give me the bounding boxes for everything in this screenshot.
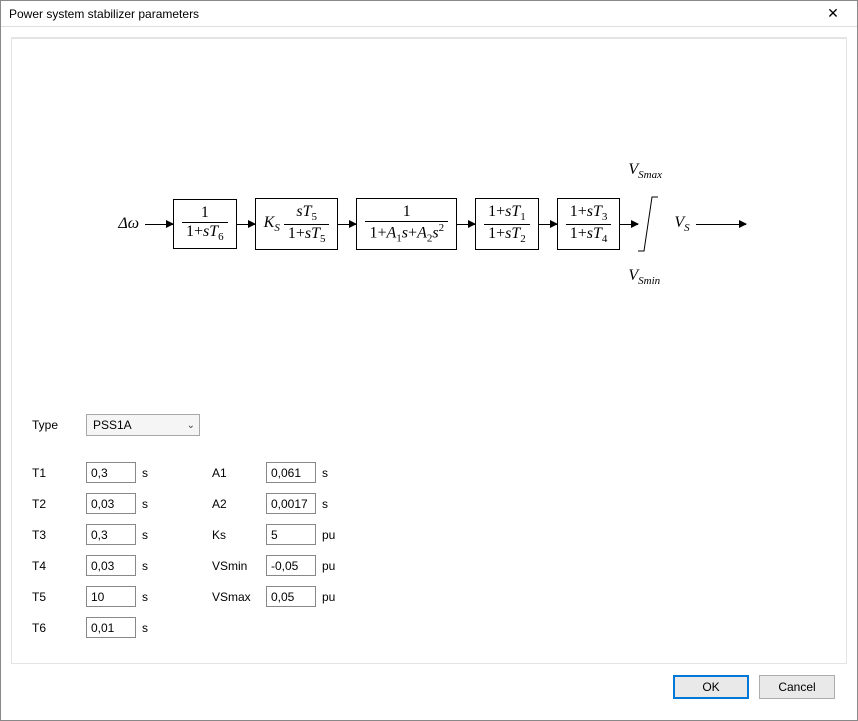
main-panel: Δω 1 1+sT6 KS sT5 1+sT5 [11, 37, 847, 664]
dialog-footer: OK Cancel [11, 664, 847, 710]
param-left-label: T4 [32, 559, 86, 573]
block-4-den: 1+sT2 [484, 224, 530, 245]
param-left-unit: s [142, 497, 162, 511]
param-left-input[interactable] [86, 617, 136, 638]
param-right-input[interactable] [266, 493, 316, 514]
limiter-bot-label: VSmin [628, 267, 660, 287]
cancel-button[interactable]: Cancel [759, 675, 835, 699]
cancel-button-label: Cancel [778, 680, 815, 694]
param-left-unit: s [142, 528, 162, 542]
close-icon: ✕ [827, 5, 839, 22]
param-right-label: A1 [212, 466, 266, 480]
block-1-num: 1 [182, 204, 228, 222]
block-3: 1 1+A1s+A2s2 [356, 198, 457, 250]
parameters-form: Type PSS1A ⌄ T1 s T2 s T3 s T4 s T5 s T6 s A1 s A2 s Ks… [32, 414, 342, 638]
param-left-unit: s [142, 466, 162, 480]
arrow-icon [539, 224, 557, 225]
param-left-input[interactable] [86, 524, 136, 545]
param-right-unit: pu [322, 559, 342, 573]
param-left-label: T5 [32, 590, 86, 604]
close-button[interactable]: ✕ [815, 4, 851, 24]
block-3-num: 1 [365, 203, 448, 221]
ok-button-label: OK [702, 680, 719, 694]
param-right-unit: s [322, 497, 342, 511]
diagram-input-label: Δω [112, 215, 145, 233]
dialog-window: Power system stabilizer parameters ✕ Δω … [0, 0, 858, 721]
param-left-row: T1 s [32, 462, 162, 483]
param-col-left: T1 s T2 s T3 s T4 s T5 s T6 s [32, 462, 162, 638]
arrow-icon [696, 224, 746, 225]
param-right-row: VSmax pu [212, 586, 342, 607]
param-right-input[interactable] [266, 586, 316, 607]
chevron-down-icon: ⌄ [187, 420, 195, 431]
block-2-num: sT5 [284, 203, 330, 223]
limiter-top-label: VSmax [628, 161, 662, 181]
param-left-unit: s [142, 590, 162, 604]
param-left-row: T5 s [32, 586, 162, 607]
diagram-output-label: VS [668, 214, 695, 234]
param-left-input[interactable] [86, 555, 136, 576]
block-4-num: 1+sT1 [484, 203, 530, 223]
param-right-row: Ks pu [212, 524, 342, 545]
block-1-den: 1+sT6 [182, 222, 228, 243]
param-right-row: A1 s [212, 462, 342, 483]
param-left-row: T6 s [32, 617, 162, 638]
block-4: 1+sT1 1+sT2 [475, 198, 539, 249]
param-right-row: VSmin pu [212, 555, 342, 576]
limiter-icon: VSmax VSmin [638, 189, 658, 259]
param-right-input[interactable] [266, 462, 316, 483]
arrow-icon [338, 224, 356, 225]
block-5-den: 1+sT4 [566, 224, 612, 245]
block-5: 1+sT3 1+sT4 [557, 198, 621, 249]
param-left-row: T3 s [32, 524, 162, 545]
param-left-input[interactable] [86, 493, 136, 514]
type-select[interactable]: PSS1A ⌄ [86, 414, 200, 436]
block-diagram: Δω 1 1+sT6 KS sT5 1+sT5 [32, 69, 826, 389]
block-2: KS sT5 1+sT5 [255, 198, 339, 249]
param-right-label: VSmax [212, 590, 266, 604]
param-left-unit: s [142, 621, 162, 635]
type-row: Type PSS1A ⌄ [32, 414, 342, 436]
param-right-unit: pu [322, 528, 342, 542]
arrow-icon [145, 224, 173, 225]
param-right-label: A2 [212, 497, 266, 511]
type-label: Type [32, 418, 86, 432]
titlebar: Power system stabilizer parameters ✕ [1, 1, 857, 27]
param-left-input[interactable] [86, 586, 136, 607]
param-right-label: Ks [212, 528, 266, 542]
content-area: Δω 1 1+sT6 KS sT5 1+sT5 [1, 27, 857, 720]
param-right-unit: s [322, 466, 342, 480]
param-left-row: T4 s [32, 555, 162, 576]
param-left-label: T1 [32, 466, 86, 480]
ok-button[interactable]: OK [673, 675, 749, 699]
param-left-label: T2 [32, 497, 86, 511]
block-3-den: 1+A1s+A2s2 [365, 221, 448, 245]
param-left-row: T2 s [32, 493, 162, 514]
arrow-icon [457, 224, 475, 225]
block-1: 1 1+sT6 [173, 199, 237, 248]
param-left-input[interactable] [86, 462, 136, 483]
block-5-num: 1+sT3 [566, 203, 612, 223]
param-right-row: A2 s [212, 493, 342, 514]
param-right-input[interactable] [266, 524, 316, 545]
param-right-unit: pu [322, 590, 342, 604]
param-right-label: VSmin [212, 559, 266, 573]
param-left-label: T6 [32, 621, 86, 635]
param-left-unit: s [142, 559, 162, 573]
param-col-right: A1 s A2 s Ks pu VSmin pu VSmax pu [212, 462, 342, 638]
block-2-den: 1+sT5 [284, 224, 330, 245]
arrow-icon [620, 224, 638, 225]
window-title: Power system stabilizer parameters [9, 7, 199, 21]
type-select-value: PSS1A [93, 418, 132, 432]
arrow-icon [237, 224, 255, 225]
block-2-prefix: KS [264, 214, 284, 231]
param-left-label: T3 [32, 528, 86, 542]
param-right-input[interactable] [266, 555, 316, 576]
